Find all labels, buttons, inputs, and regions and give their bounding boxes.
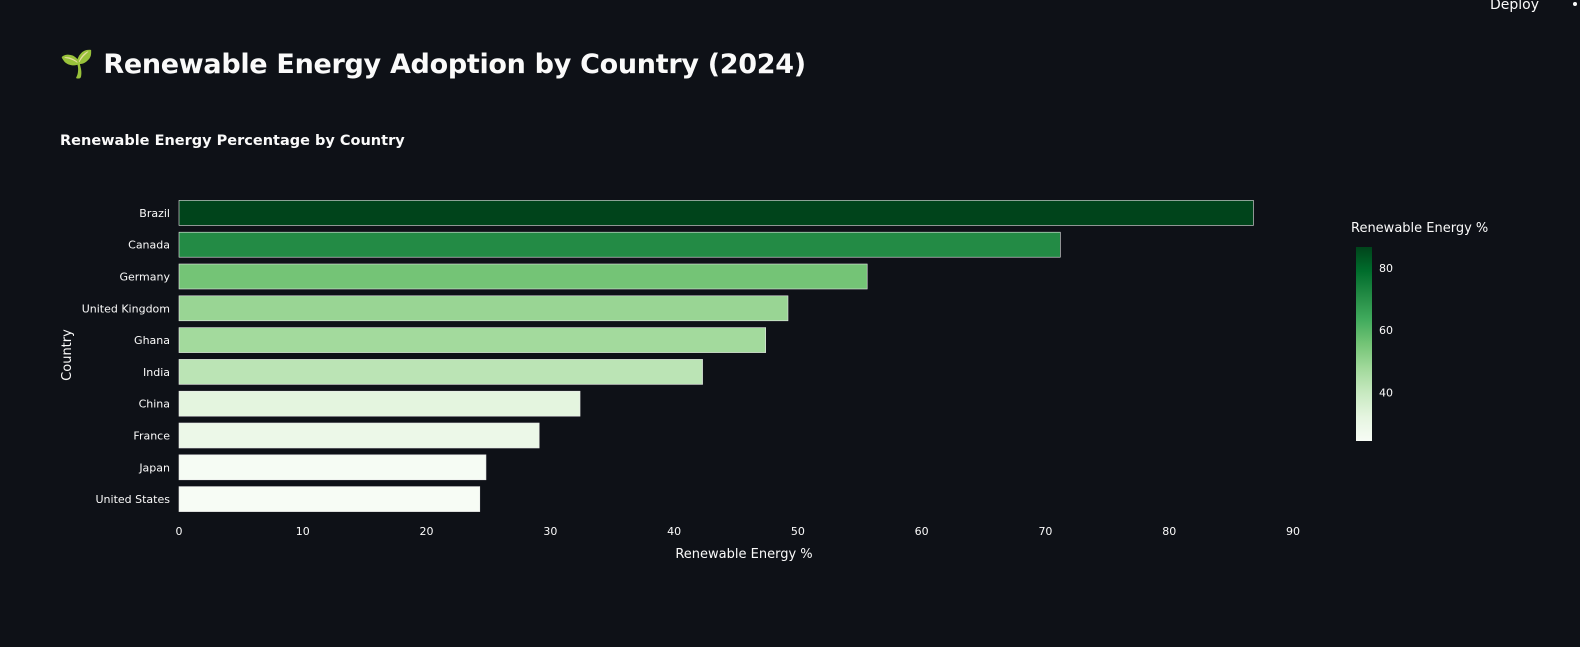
y-tick-label: China [139, 398, 170, 411]
y-axis-label: Country [60, 329, 75, 381]
y-tick-label: India [143, 366, 170, 379]
x-tick-label: 0 [176, 525, 183, 538]
bar-canada [178, 231, 1061, 258]
colorbar-tick-label: 60 [1379, 324, 1393, 337]
x-tick-label: 40 [667, 525, 681, 538]
main-menu-icon[interactable] [1573, 2, 1577, 6]
bar-japan [178, 454, 487, 481]
colorbar-tick-label: 80 [1379, 262, 1393, 275]
y-tick-label: Japan [138, 461, 170, 474]
x-tick-label: 20 [420, 525, 434, 538]
y-tick-label: United Kingdom [82, 302, 170, 315]
colorbar-title: Renewable Energy % [1351, 221, 1488, 236]
x-tick-label: 90 [1286, 525, 1300, 538]
x-tick-label: 60 [915, 525, 929, 538]
bar-brazil [178, 200, 1254, 226]
y-tick-label: Ghana [134, 334, 170, 347]
x-tick-label: 30 [543, 525, 557, 538]
colorbar-tick-label: 40 [1379, 386, 1393, 399]
page-title: 🌱 Renewable Energy Adoption by Country (2… [60, 48, 806, 80]
x-axis-label: Renewable Energy % [675, 547, 812, 562]
bar-india [178, 359, 703, 385]
y-tick-label: Canada [128, 239, 170, 252]
page-title-text: Renewable Energy Adoption by Country (20… [103, 49, 806, 80]
y-tick-label: Brazil [139, 207, 170, 220]
seedling-icon: 🌱 [60, 49, 94, 80]
bar-france [178, 422, 540, 449]
colorbar [1356, 247, 1372, 441]
deploy-button[interactable]: Deploy [1490, 0, 1540, 13]
y-tick-label: France [133, 430, 170, 443]
bar-united-kingdom [178, 295, 789, 322]
bar-united-states [178, 486, 481, 512]
bar-ghana [178, 327, 767, 353]
x-tick-label: 80 [1162, 525, 1176, 538]
y-tick-label: United States [96, 493, 171, 506]
bar-china [178, 390, 581, 417]
x-tick-label: 50 [791, 525, 805, 538]
bar-germany [178, 263, 868, 290]
y-tick-label: Germany [119, 271, 170, 284]
x-tick-label: 10 [296, 525, 310, 538]
x-tick-label: 70 [1038, 525, 1052, 538]
chart-title: Renewable Energy Percentage by Country [60, 133, 405, 149]
